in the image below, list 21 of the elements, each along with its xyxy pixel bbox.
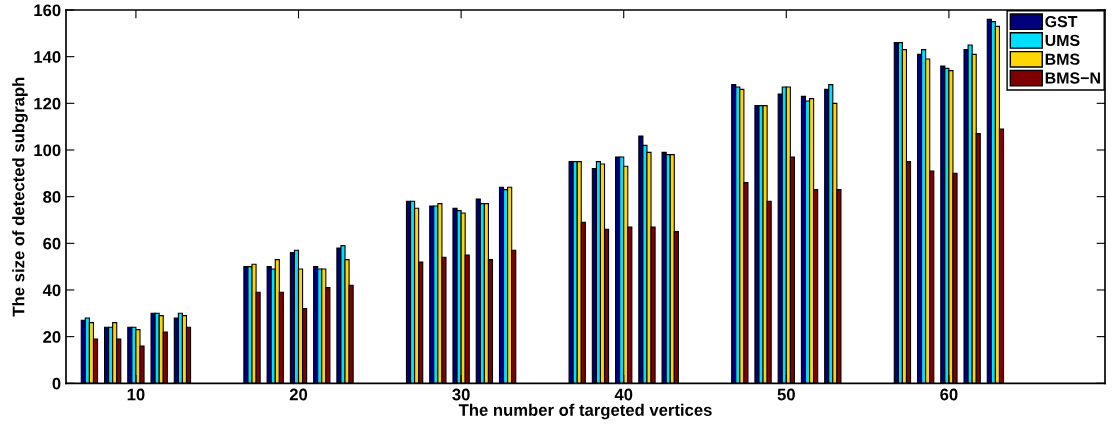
y-tick-label: 80 [43, 191, 61, 203]
legend-label: BMS [1045, 53, 1080, 65]
y-tick-label: 20 [43, 331, 61, 343]
x-tick-label: 10 [127, 388, 145, 401]
y-tick-label: 120 [34, 97, 61, 110]
y-tick-label: 160 [34, 4, 61, 17]
x-tick-label: 60 [940, 388, 958, 401]
y-tick-label: 140 [34, 51, 61, 63]
x-tick-label: 40 [614, 388, 633, 401]
legend-label: GST [1045, 15, 1078, 28]
y-tick-label: 0 [52, 377, 61, 390]
y-tick-label: 40 [42, 284, 61, 297]
legend-label: UMS [1045, 34, 1080, 47]
y-tick-label: 100 [34, 144, 61, 157]
y-tick-label: 60 [43, 237, 61, 250]
x-tick-label: 20 [289, 388, 308, 401]
x-tick-label: 50 [777, 388, 795, 401]
x-axis-title: The number of targeted vertices [458, 403, 712, 420]
legend-label: BMS−N [1045, 72, 1100, 84]
y-axis-title: The size of detected subgraph [12, 77, 28, 317]
x-tick-label: 30 [452, 388, 470, 401]
